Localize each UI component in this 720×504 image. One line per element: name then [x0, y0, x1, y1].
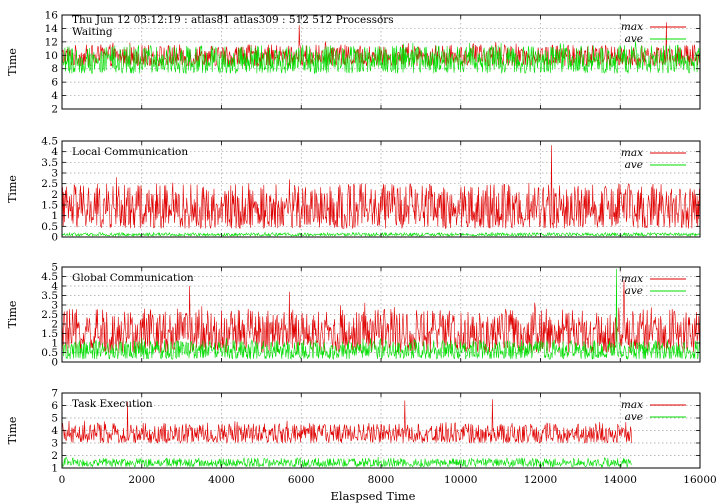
x-tick-label: 0 — [59, 474, 66, 486]
legend-label-max: max — [621, 21, 643, 33]
y-tick-label: 0 — [51, 357, 58, 369]
chart-panel-1 — [61, 140, 701, 238]
y-tick-label: 7 — [51, 388, 58, 400]
y-tick-label: 0.5 — [41, 347, 58, 359]
series-line-ave — [61, 41, 701, 75]
x-tick-label: 4000 — [208, 474, 235, 486]
y-tick-label: 6 — [51, 400, 58, 412]
series-line-max — [61, 399, 633, 444]
y-tick-label: 8 — [51, 63, 58, 75]
panel-title: Global Communication — [72, 272, 194, 284]
x-tick-label: 16000 — [683, 474, 716, 486]
y-tick-label: 6 — [51, 77, 58, 89]
y-axis-label: Time — [6, 48, 19, 76]
y-tick-label: 1.5 — [41, 328, 58, 340]
y-tick-label: 1 — [51, 210, 58, 222]
panel-title: Task Execution — [72, 398, 153, 410]
x-axis-label: Elaspsed Time — [331, 489, 416, 503]
x-tick-label: 8000 — [368, 474, 395, 486]
chart-panel-2 — [61, 266, 701, 363]
y-tick-label: 4 — [51, 90, 58, 102]
y-tick-label: 1.5 — [41, 200, 58, 212]
y-tick-label: 1 — [51, 338, 58, 350]
header-title: Thu Jun 12 03:12:19 : atlas81 atlas309 :… — [72, 14, 394, 26]
legend-label-ave: ave — [625, 411, 643, 423]
series-line-max — [61, 145, 701, 230]
y-tick-label: 4.5 — [41, 271, 58, 283]
legend-label-max: max — [621, 273, 643, 285]
series-line-max — [61, 280, 701, 353]
y-tick-label: 5 — [51, 413, 58, 425]
y-tick-label: 12 — [45, 36, 58, 48]
y-tick-label: 0 — [51, 232, 58, 244]
x-tick-label: 10000 — [444, 474, 477, 486]
legend-label-max: max — [621, 399, 643, 411]
y-tick-label: 4.5 — [41, 136, 58, 148]
y-tick-label: 3 — [51, 438, 58, 450]
y-tick-label: 3.5 — [41, 157, 58, 169]
y-tick-label: 16 — [45, 10, 59, 22]
y-tick-label: 1 — [51, 463, 58, 475]
y-tick-label: 3 — [51, 300, 58, 312]
chart-panel-0 — [61, 14, 701, 110]
chart-panel-3 — [61, 392, 701, 469]
y-tick-label: 14 — [45, 23, 59, 35]
x-tick-label: 14000 — [604, 474, 637, 486]
y-axis-label: Time — [6, 417, 19, 445]
plot-frame — [61, 14, 701, 110]
y-tick-label: 3 — [51, 168, 58, 180]
y-tick-label: 2 — [51, 104, 58, 116]
y-tick-label: 2 — [51, 450, 58, 462]
x-tick-label: 6000 — [288, 474, 315, 486]
y-tick-label: 4 — [51, 146, 58, 158]
y-tick-label: 2.5 — [41, 309, 58, 321]
legend-label-ave: ave — [625, 159, 643, 171]
series-line-ave — [61, 268, 701, 360]
y-tick-label: 4 — [51, 425, 58, 437]
panel-title: Waiting — [72, 26, 113, 38]
y-tick-label: 5 — [51, 262, 58, 274]
series-line-ave — [61, 456, 633, 468]
y-tick-label: 2.5 — [41, 178, 58, 190]
y-tick-label: 2 — [51, 319, 58, 331]
y-axis-label: Time — [6, 301, 19, 329]
legend-label-ave: ave — [625, 285, 643, 297]
legend-label-ave: ave — [625, 33, 643, 45]
y-tick-label: 2 — [51, 189, 58, 201]
y-tick-label: 0.5 — [41, 221, 58, 233]
legend-label-max: max — [621, 147, 643, 159]
y-tick-label: 4 — [51, 281, 58, 293]
x-tick-label: 2000 — [128, 474, 155, 486]
y-tick-label: 10 — [45, 50, 58, 62]
y-tick-label: 3.5 — [41, 290, 58, 302]
y-axis-label: Time — [6, 175, 19, 203]
x-tick-label: 12000 — [524, 474, 557, 486]
panel-title: Local Communication — [72, 146, 188, 158]
